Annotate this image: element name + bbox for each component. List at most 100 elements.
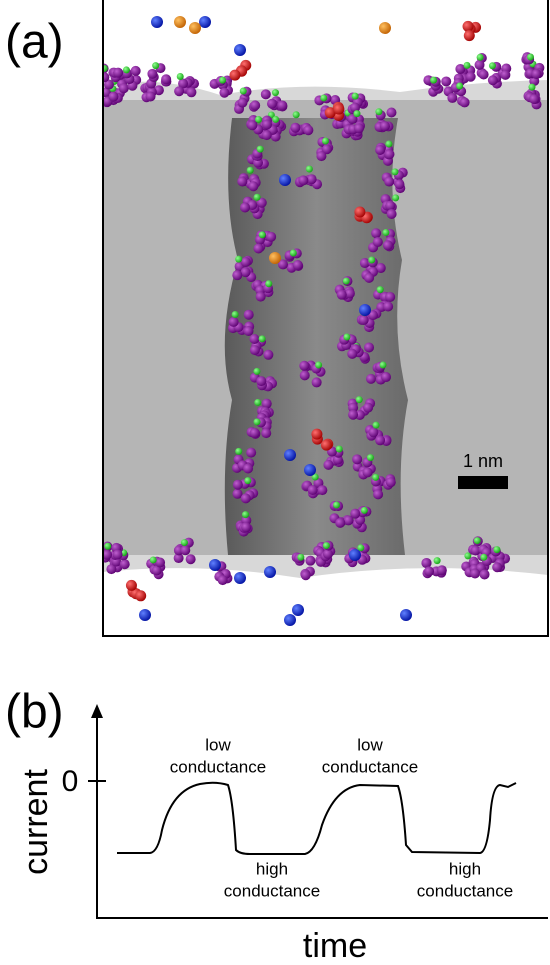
atom [125,579,137,591]
atom [108,91,119,102]
atom [383,301,394,312]
atom [199,16,211,28]
atom [249,345,260,356]
atom [311,377,322,388]
atom [231,311,239,319]
atom [241,522,252,533]
atom [347,348,358,359]
atom [239,87,247,95]
atom [384,176,395,187]
image-frame [102,0,549,637]
atom [385,140,393,148]
atom [360,506,368,514]
atom [237,176,248,187]
atom [366,454,374,462]
atom [456,82,464,90]
atom [304,464,316,476]
atom [344,288,355,299]
atom [463,30,475,42]
atom [103,549,113,560]
atom [455,63,466,74]
atom [299,370,310,381]
atom [447,92,458,103]
atom [342,277,350,285]
atom [333,501,341,509]
atom [106,564,117,575]
annotation: conductance [170,757,266,776]
atom [253,367,261,375]
atom [321,144,332,155]
atom [219,76,227,84]
atom [113,67,124,78]
scale-bar-label: 1 nm [463,451,503,471]
atom [306,174,317,185]
atom [384,149,395,160]
atom [234,572,246,584]
atom [243,326,254,337]
atom [161,74,172,85]
x-axis-label: time [303,927,367,965]
atom [528,83,536,91]
atom [375,435,386,446]
atom [253,418,261,426]
zero-label: 0 [62,765,79,798]
atom [242,511,250,519]
atom [364,342,375,353]
atom [349,549,361,561]
current-trace [117,781,517,855]
atom [335,517,346,528]
atom [255,115,263,123]
atom [311,473,319,481]
atom [139,609,151,621]
atom [311,428,323,440]
atom [254,398,262,406]
atom [363,402,374,413]
atom [324,107,336,119]
atom [351,92,359,100]
atom [130,65,141,76]
atom [219,87,230,98]
atom [152,62,160,70]
atom [174,86,185,97]
atom [155,557,166,568]
atom [400,609,412,621]
atom [376,286,384,294]
atom [244,477,252,485]
atom [464,552,472,560]
atom [336,289,347,300]
atom [173,553,184,564]
atom [277,100,288,111]
atom [476,53,484,61]
atom [459,97,470,108]
atom [235,255,243,263]
atom [263,349,274,360]
atom [531,69,542,80]
atom [249,427,260,438]
annotation: conductance [322,757,418,776]
atom [289,249,297,257]
atom [321,137,329,145]
atom [297,553,305,561]
atom [317,485,328,496]
atom [253,193,261,201]
atom [272,115,280,123]
atom [180,539,188,547]
atom [180,545,191,556]
atom [470,568,481,579]
atom [249,333,260,344]
atom [343,333,351,341]
atom [185,554,196,565]
atom [265,280,273,288]
panel-label: (a) [5,16,64,69]
atom [379,121,390,132]
atom [366,373,377,384]
atom [373,489,384,500]
atom [240,493,251,504]
atom [174,16,186,28]
atom [493,546,501,554]
atom [424,566,435,577]
atom [277,259,288,270]
atom [359,304,371,316]
atom [135,590,147,602]
atom [122,66,130,74]
